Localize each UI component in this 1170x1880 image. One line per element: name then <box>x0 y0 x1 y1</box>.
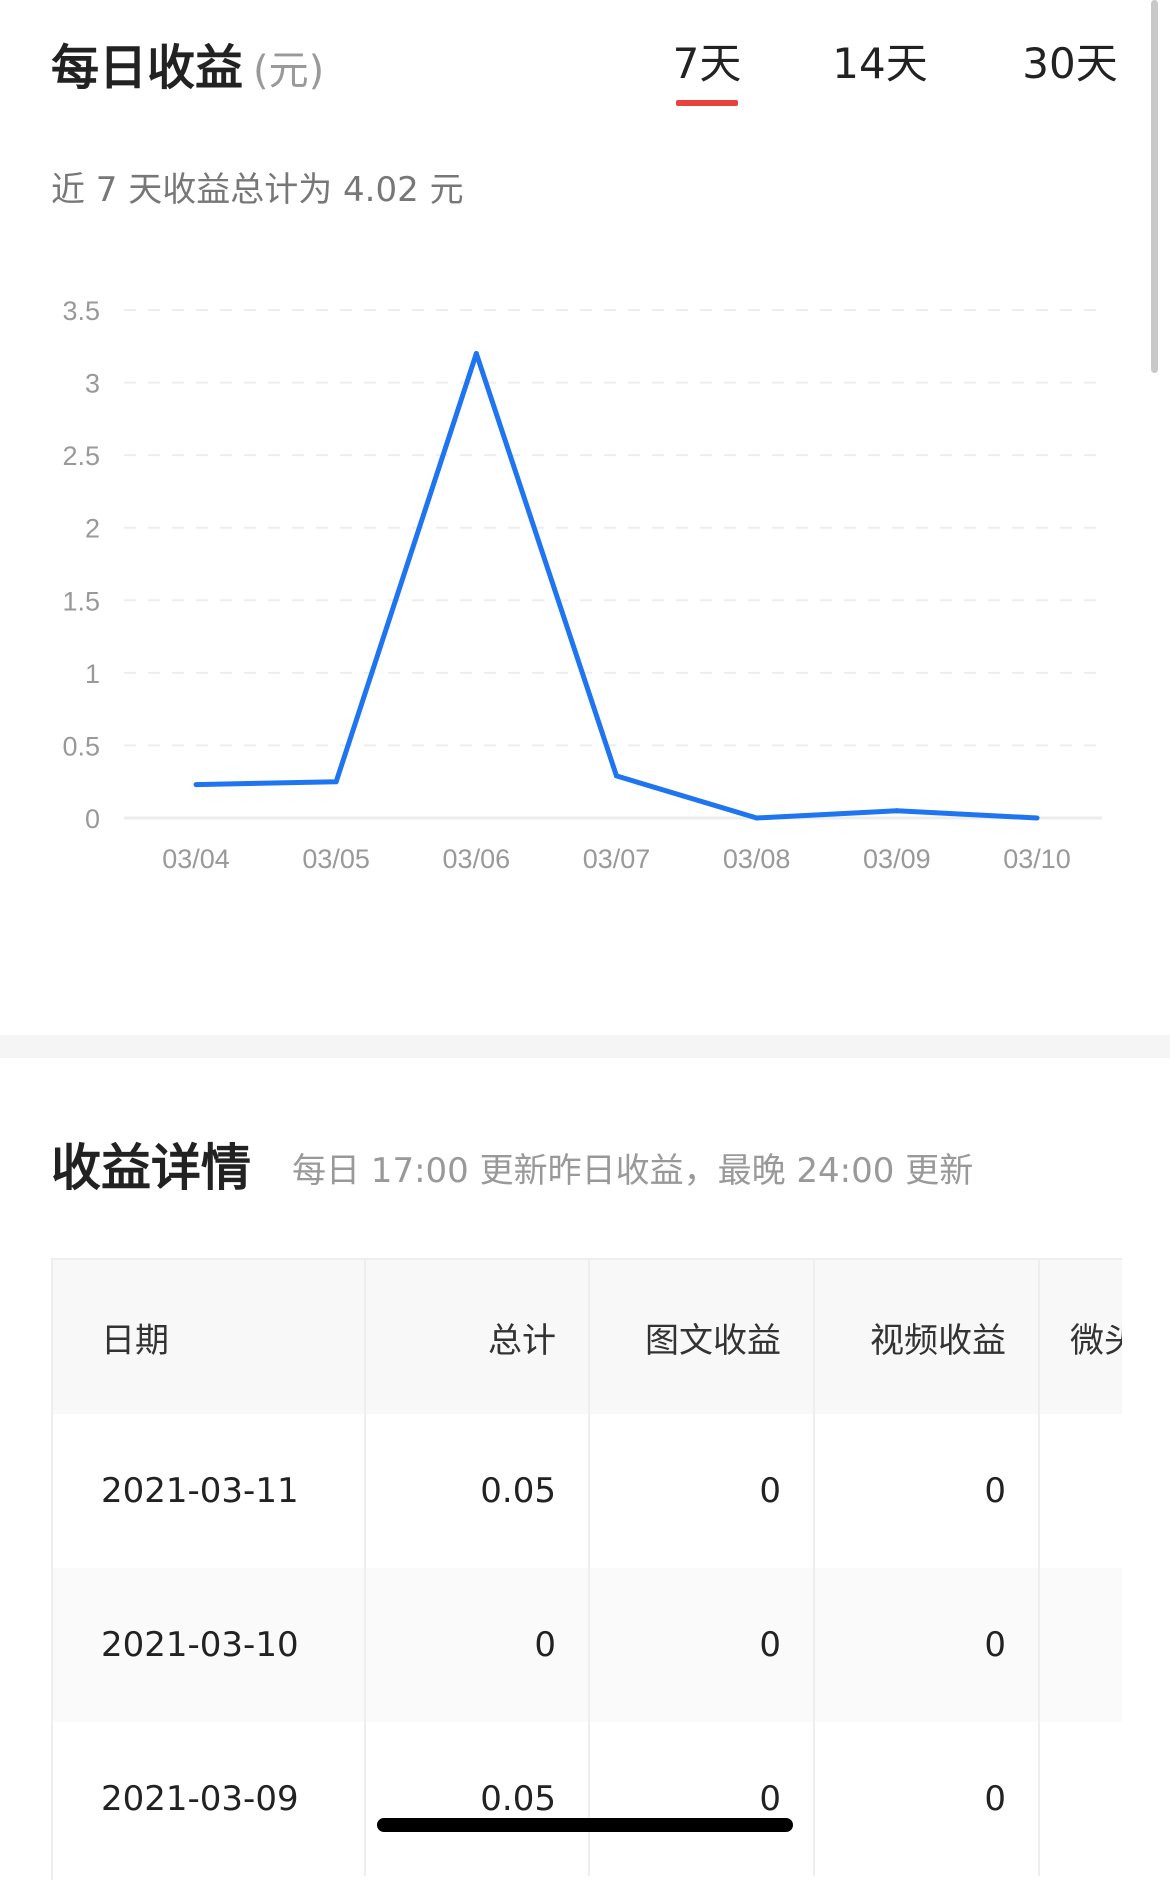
home-indicator[interactable] <box>377 1818 793 1832</box>
active-tab-indicator <box>676 100 738 106</box>
tab-30-days[interactable]: 30天 <box>1022 39 1118 88</box>
details-subtitle: 每日 17:00 更新昨日收益，最晚 24:00 更新 <box>292 1151 974 1191</box>
scrollbar[interactable] <box>1151 0 1158 373</box>
table-row: 2021-03-11 0.05 0 0 <box>53 1414 1122 1568</box>
x-tick-label: 03/06 <box>443 844 511 874</box>
table-row: 2021-03-10 0 0 0 <box>53 1568 1122 1722</box>
col-date: 日期 <box>53 1260 366 1414</box>
y-tick-label: 2 <box>85 514 100 544</box>
earnings-table[interactable]: 日期 总计 图文收益 视频收益 微头 2021-03-11 0.05 0 0 2… <box>51 1258 1122 1880</box>
details-title: 收益详情 <box>51 1139 251 1197</box>
y-tick-label: 0.5 <box>62 731 100 761</box>
col-micro: 微头 <box>1039 1260 1122 1414</box>
cell-total: 0.05 <box>365 1414 590 1568</box>
cell-article: 0 <box>589 1568 815 1722</box>
summary-text: 近 7 天收益总计为 4.02 元 <box>51 170 464 210</box>
cell-video: 0 <box>814 1568 1040 1722</box>
cell-date: 2021-03-11 <box>53 1414 366 1568</box>
cell-article: 0 <box>589 1722 815 1876</box>
y-tick-label: 0 <box>85 804 100 834</box>
col-video: 视频收益 <box>814 1260 1040 1414</box>
cell-micro <box>1039 1414 1122 1568</box>
tab-7-days[interactable]: 7天 <box>672 39 742 88</box>
cell-total: 0 <box>365 1568 590 1722</box>
y-tick-label: 3 <box>85 369 100 399</box>
x-tick-label: 03/10 <box>1003 844 1071 874</box>
cell-video: 0 <box>814 1414 1040 1568</box>
x-tick-label: 03/04 <box>162 844 230 874</box>
x-tick-label: 03/07 <box>583 844 651 874</box>
col-article: 图文收益 <box>589 1260 815 1414</box>
cell-micro <box>1039 1722 1122 1876</box>
cell-video: 0 <box>814 1722 1040 1876</box>
y-tick-label: 1.5 <box>62 586 100 616</box>
unit-label: (元) <box>253 48 325 94</box>
x-tick-label: 03/05 <box>302 844 370 874</box>
cell-article: 0 <box>589 1414 815 1568</box>
x-tick-label: 03/08 <box>723 844 791 874</box>
table-header-row: 日期 总计 图文收益 视频收益 微头 <box>53 1260 1122 1414</box>
cell-date: 2021-03-09 <box>53 1722 366 1876</box>
cell-total: 0.05 <box>365 1722 590 1876</box>
col-total: 总计 <box>365 1260 590 1414</box>
x-tick-label: 03/09 <box>863 844 931 874</box>
y-tick-label: 3.5 <box>62 296 100 326</box>
page-title: 每日收益 (元) <box>51 28 324 98</box>
tab-14-days[interactable]: 14天 <box>832 39 928 88</box>
cell-date: 2021-03-10 <box>53 1568 366 1722</box>
section-divider <box>0 1035 1170 1058</box>
y-tick-label: 2.5 <box>62 441 100 471</box>
earnings-line-chart: 0 0.5 1 1.5 2 2.5 3 3.5 03/04 03/05 03/06 03/07 03/… <box>62 296 1102 874</box>
series-line <box>195 351 1038 821</box>
cell-micro <box>1039 1568 1122 1722</box>
table-row: 2021-03-09 0.05 0 0 <box>53 1722 1122 1876</box>
y-tick-label: 1 <box>85 659 100 689</box>
title-text: 每日收益 <box>51 40 244 96</box>
